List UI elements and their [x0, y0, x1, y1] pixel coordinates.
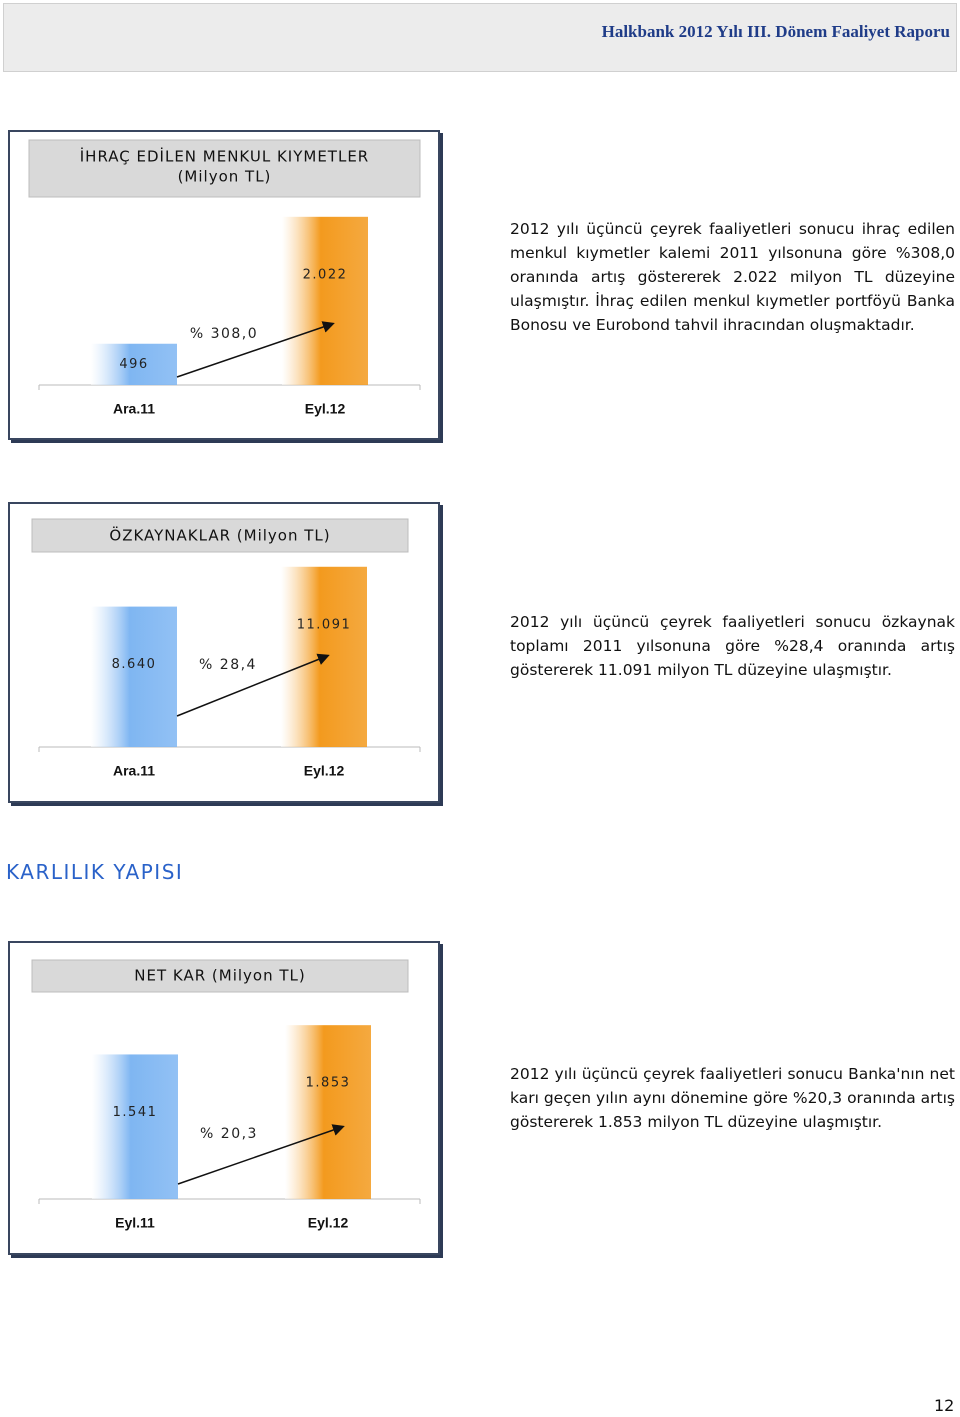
growth-annotation: % 308,0 [190, 326, 258, 342]
bar [91, 343, 177, 385]
chart-title: İHRAÇ EDİLEN MENKUL KIYMETLER [80, 147, 369, 166]
header-bar: Halkbank 2012 Yılı III. Dönem Faaliyet R… [3, 3, 957, 72]
growth-annotation: % 20,3 [200, 1126, 258, 1142]
title-banner [31, 959, 409, 993]
bar [92, 1054, 178, 1199]
bar [91, 606, 177, 747]
chart: ÖZKAYNAKLAR (Milyon TL) 8.640 Ara.11 11.091… [31, 518, 421, 779]
growth-annotation: % 28,4 [199, 657, 257, 673]
x-tick-label: Eyl.12 [305, 401, 346, 417]
bar [285, 1025, 371, 1199]
paragraph: 2012 yılı üçüncü çeyrek faaliyetleri son… [510, 613, 955, 679]
title-banner [31, 518, 409, 553]
header-title: Halkbank 2012 Yılı III. Dönem Faaliyet R… [601, 22, 950, 41]
paragraph: 2012 yılı üçüncü çeyrek faaliyetleri son… [510, 220, 955, 334]
chart-box: ÖZKAYNAKLAR (Milyon TL) 8.640 Ara.11 11.091… [8, 502, 440, 803]
x-tick-label: Ara.11 [113, 401, 155, 417]
value-label: 1.541 [113, 1105, 158, 1120]
value-label: 11.091 [297, 617, 352, 632]
chart-subtitle: (Milyon TL) [178, 168, 272, 186]
chart: İHRAÇ EDİLEN MENKUL KIYMETLER (Milyon TL)… [28, 139, 421, 417]
value-label: 1.853 [306, 1076, 351, 1091]
chart-box: NET KAR (Milyon TL) 1.541 Eyl.11 1.853 Eyl.1… [8, 941, 440, 1255]
chart-title: ÖZKAYNAKLAR (Milyon TL) [109, 526, 330, 545]
page-number: 12 [934, 1396, 955, 1415]
x-tick-label: Eyl.12 [304, 763, 345, 779]
section-title: KARLILIK YAPISI [6, 860, 184, 884]
title-banner [28, 139, 421, 198]
chart-title: NET KAR (Milyon TL) [134, 967, 305, 985]
value-label: 8.640 [112, 657, 157, 672]
chart: NET KAR (Milyon TL) 1.541 Eyl.11 1.853 Eyl.1… [31, 959, 421, 1231]
x-tick-label: Eyl.12 [308, 1215, 349, 1231]
x-tick-label: Ara.11 [113, 763, 155, 779]
value-label: 496 [119, 357, 148, 372]
chart-box: İHRAÇ EDİLEN MENKUL KIYMETLER (Milyon TL)… [8, 130, 440, 440]
x-tick-label: Eyl.11 [115, 1215, 155, 1231]
bar [282, 216, 368, 385]
paragraph: 2012 yılı üçüncü çeyrek faaliyetleri son… [510, 1065, 955, 1131]
arrow [176, 653, 330, 717]
arrow [177, 1124, 345, 1185]
arrow [176, 321, 335, 378]
value-label: 2.022 [303, 267, 348, 282]
